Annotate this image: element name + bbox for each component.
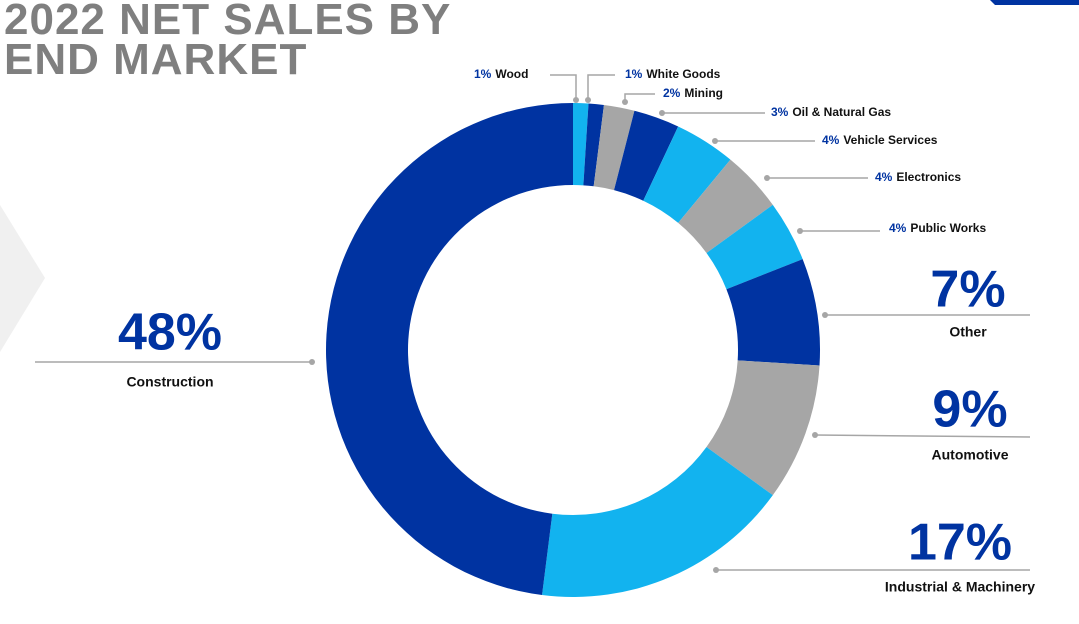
- value-label: 3%: [771, 105, 789, 119]
- leader-dot: [764, 175, 770, 181]
- donut-segment: [706, 204, 803, 290]
- leader-dot: [309, 359, 315, 365]
- segment-label: 4% Vehicle Services: [822, 133, 938, 147]
- donut-segment: [678, 159, 773, 254]
- leader-dot: [659, 110, 665, 116]
- value-label: 4%: [822, 133, 840, 147]
- value-label: 4%: [875, 170, 893, 184]
- value-label: 1%: [474, 67, 492, 81]
- segment-label: 3% Oil & Natural Gas: [771, 105, 891, 119]
- donut-segment: [573, 103, 589, 186]
- leader-line: [624, 93, 655, 102]
- category-label: Wood: [495, 67, 528, 81]
- donut-segment: [726, 259, 820, 366]
- value-label: 2%: [663, 86, 681, 100]
- category-label: Industrial & Machinery: [885, 579, 1035, 595]
- donut-segment: [542, 446, 773, 597]
- leader-line: [814, 434, 1031, 438]
- value-label: 4%: [889, 221, 907, 235]
- segment-label: 4% Public Works: [889, 221, 986, 235]
- value-label: 7%: [930, 261, 1005, 319]
- segment-label: 4% Electronics: [875, 170, 961, 184]
- leader-dot: [712, 138, 718, 144]
- leader-line: [587, 74, 615, 100]
- donut-segment: [583, 103, 604, 187]
- category-label: Electronics: [896, 170, 961, 184]
- leader-dot: [812, 432, 818, 438]
- segment-label: 1% Wood: [474, 67, 528, 81]
- leader-dot: [622, 99, 628, 105]
- segment-label: 1% White Goods: [625, 67, 721, 81]
- leader-line: [550, 74, 577, 100]
- leader-dot: [573, 97, 579, 103]
- leader-dot: [585, 97, 591, 103]
- donut-segment: [614, 110, 679, 201]
- category-label: Other: [949, 324, 987, 340]
- leader-dot: [713, 567, 719, 573]
- donut-segment: [326, 103, 573, 596]
- value-label: 9%: [932, 381, 1007, 439]
- chart-title: 2022 NET SALES BY END MARKET: [4, 0, 451, 84]
- category-label: Oil & Natural Gas: [792, 105, 891, 119]
- category-label: Public Works: [910, 221, 986, 235]
- donut-segment: [643, 126, 731, 223]
- donut-segment: [593, 104, 635, 191]
- category-label: Mining: [684, 86, 723, 100]
- value-label: 1%: [625, 67, 643, 81]
- decor-bar: [990, 0, 1079, 5]
- leader-dot: [797, 228, 803, 234]
- decor-chevron: [0, 205, 45, 352]
- leader-dot: [822, 312, 828, 318]
- category-label: Construction: [126, 374, 213, 390]
- value-label: 17%: [908, 514, 1012, 572]
- donut-segment: [706, 360, 820, 496]
- value-label: 48%: [118, 304, 222, 362]
- category-label: Automotive: [932, 447, 1009, 463]
- category-label: Vehicle Services: [843, 133, 937, 147]
- segment-label: 2% Mining: [663, 86, 723, 100]
- category-label: White Goods: [646, 67, 720, 81]
